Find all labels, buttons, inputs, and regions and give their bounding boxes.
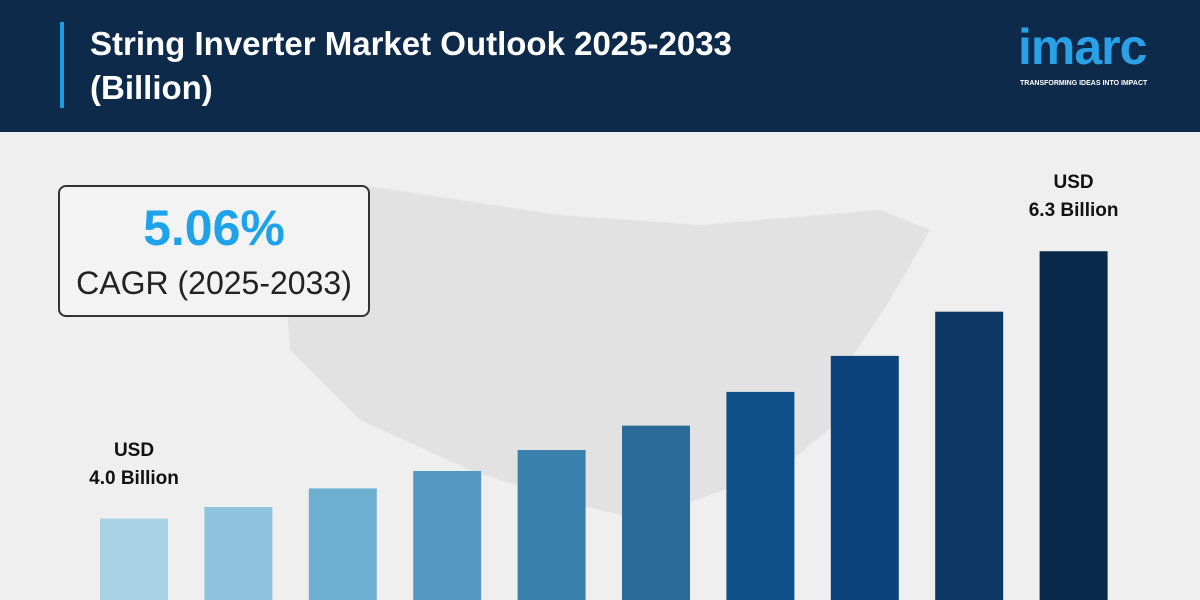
bar — [622, 425, 690, 600]
accent-line — [60, 22, 64, 108]
bar — [726, 391, 795, 600]
header: String Inverter Market Outlook 2025-2033… — [0, 0, 1200, 132]
bar — [1039, 251, 1108, 600]
chart-title: String Inverter Market Outlook 2025-2033… — [90, 25, 732, 106]
value-label: USD 4.0 Billion — [89, 439, 179, 489]
brand-logo: imarc — [1018, 19, 1147, 75]
bar — [204, 507, 273, 600]
cagr-box: 5.06% CAGR (2025-2033) — [58, 185, 370, 317]
bar — [308, 488, 377, 600]
bar — [935, 311, 1004, 600]
cagr-value: 5.06% — [143, 200, 285, 256]
value-label: USD 6.3 Billion — [1028, 172, 1119, 222]
brand-tagline: TRANSFORMING IDEAS INTO IMPACT — [1020, 80, 1148, 87]
bar — [517, 450, 586, 600]
bar — [830, 355, 899, 600]
bar — [413, 470, 482, 600]
cagr-label: CAGR (2025-2033) — [76, 265, 352, 301]
bar — [100, 518, 168, 600]
